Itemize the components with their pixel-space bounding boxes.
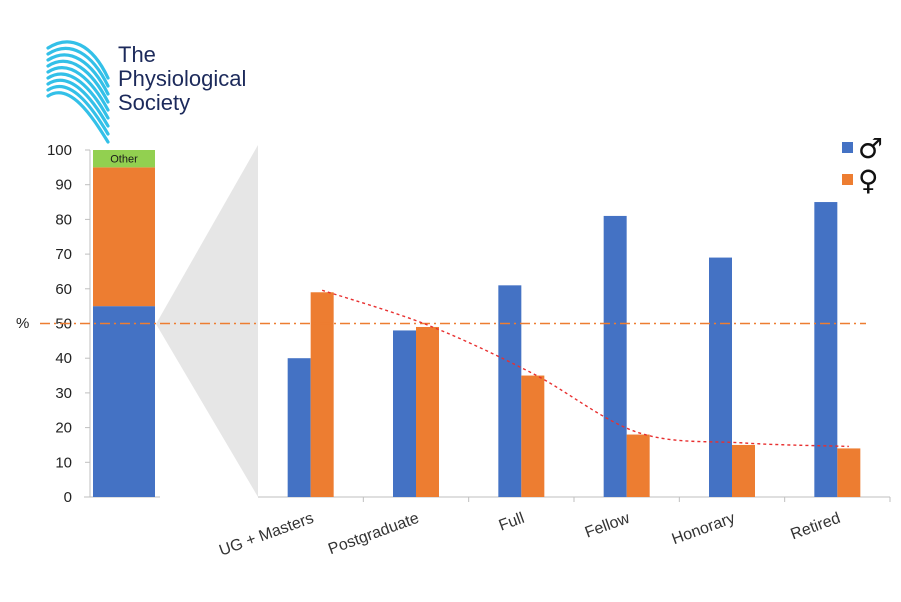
legend-label-female: ♀ [858,164,879,197]
bar-female [837,448,861,497]
y-tick-label: 30 [55,385,72,402]
logo-line-the: The [118,42,156,67]
y-axis-label: % [16,315,29,332]
logo-wave-stroke [46,66,110,112]
stacked-bar-segment-0 [93,306,155,497]
y-tick-label: 60 [55,281,72,298]
female-trend-line [321,289,849,448]
category-label: UG + Masters [217,510,316,560]
bar-female [416,326,439,497]
legend-label-male: ♂ [858,132,883,165]
logo-wave-stroke [46,72,110,120]
category-label: Honorary [670,510,738,548]
y-tick-label: 100 [47,142,72,159]
logo-line-physiological: Physiological [118,66,246,91]
bar-male [709,257,732,497]
y-tick-label: 10 [55,454,72,471]
bar-female [732,444,755,497]
wave-lines-icon [46,40,110,144]
bar-male [603,215,627,497]
bar-female [310,292,334,497]
y-tick-label: 90 [55,177,72,194]
y-tick-label: 80 [55,211,72,228]
stacked-bar-segment-2 [93,150,155,168]
zoom-wedge [156,145,258,497]
bar-female [626,434,650,497]
logo-wave-stroke [46,91,110,144]
bar-male [393,330,416,497]
logo-wave-stroke [46,40,110,80]
category-label: Postgraduate [326,510,421,559]
logo-wave-stroke [46,53,110,96]
logo-wave-stroke [46,46,110,88]
legend: ♂ ♀ [842,132,883,197]
bar-male [287,358,311,497]
society-logo: The Physiological Society [46,40,246,144]
y-tick-label: 40 [55,350,72,367]
bar-male [814,202,838,498]
bar-female [521,375,545,497]
bar-male [498,285,522,497]
segment-label-other: Other [110,154,138,166]
y-tick-label: 20 [55,420,72,437]
stacked-bar-segment-1 [93,167,155,307]
legend-swatch-female [842,174,853,185]
logo-wave-stroke [46,59,110,104]
y-tick-label: 0 [64,489,72,506]
legend-swatch-male [842,142,853,153]
logo-line-society: Society [118,90,190,115]
y-tick-label: 70 [55,246,72,263]
category-label: Retired [788,510,842,544]
category-label: Full [497,510,527,535]
logo-wave-stroke [46,78,110,128]
logo-wave-stroke [46,85,110,136]
category-label: Fellow [583,510,633,542]
membership-grade-chart: UG + Masters Postgraduate Full Fellow Honora… [217,132,891,560]
